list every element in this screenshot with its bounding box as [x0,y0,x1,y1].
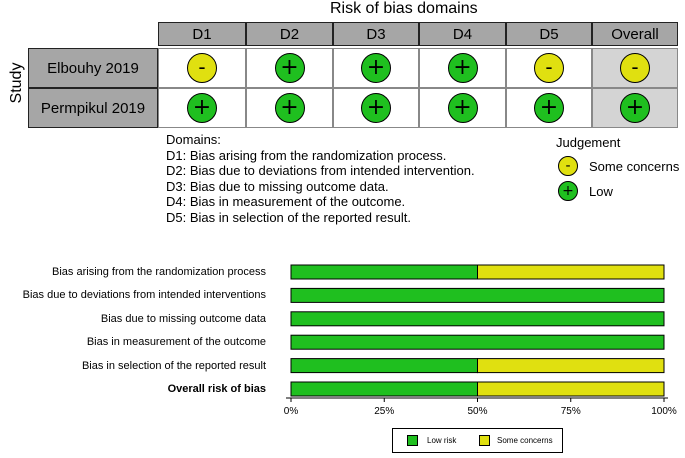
column-header-d2: D2 [246,22,333,46]
x-tick-label: 100% [651,406,677,417]
bar-segment-low-risk [290,287,665,303]
domain-d2: D2: Bias due to deviations from intended… [166,163,475,178]
low-risk-icon: + [447,53,478,83]
some-concerns-icon: - [187,53,217,83]
judgement-cell: + [333,88,419,128]
judgement-cell: + [158,88,246,128]
some-concerns-legend-icon: - [558,156,578,176]
bar-category-label: Bias due to missing outcome data [100,312,266,325]
judgement-cell: - [592,48,678,88]
judgement-cell: - [506,48,592,88]
some-concerns-bar-legend-label: Some concerns [497,436,553,445]
low-risk-icon: + [187,93,217,123]
some-concerns-icon: - [534,53,564,83]
low-legend-icon: + [558,181,578,201]
column-header-d1: D1 [158,22,246,46]
bar-category-label: Bias due to deviations from intended int… [22,289,266,302]
some-concerns-swatch [479,435,490,446]
some-concerns-icon: - [620,53,650,83]
study-row-label: Elbouhy 2019 [28,48,158,88]
bar-category-label: Bias in selection of the reported result [81,359,266,372]
judgement-title: Judgement [556,135,621,150]
low-risk-icon: + [447,93,478,123]
domains-legend: Domains: D1: Bias arising from the rando… [166,132,475,225]
domain-d3: D3: Bias due to missing outcome data. [166,178,389,194]
domains-title: Domains: [166,132,221,147]
bar-segment-some-concerns [477,358,665,374]
x-tick-label: 75% [560,406,581,417]
bar-segment-some-concerns [477,381,665,397]
low-risk-icon: + [274,53,305,83]
judgement-cell: + [419,48,506,88]
bar-legend: Low risk Some concerns [392,428,563,453]
bar-segment-low-risk [290,358,478,374]
column-header-d3: D3 [333,22,419,46]
bar-segment-low-risk [290,264,478,280]
study-row-label: Permpikul 2019 [28,88,158,128]
judgement-cell: + [506,88,592,128]
column-header-overall: Overall [592,22,678,46]
column-header-d5: D5 [506,22,592,46]
judgement-cell: + [246,88,333,128]
low-legend-label: Low [589,184,613,199]
domain-d1: D1: Bias arising from the randomization … [166,147,447,163]
low-risk-icon: + [534,93,564,123]
low-risk-swatch [407,435,418,446]
x-tick-label: 50% [467,406,488,417]
x-tick-label: 25% [374,406,395,417]
low-risk-icon: + [620,93,650,123]
judgement-cell: - [158,48,246,88]
bar-segment-low-risk [290,334,665,350]
domain-d4: D4: Bias in measurement of the outcome. [166,194,406,209]
low-risk-icon: + [361,93,391,123]
domain-d5: D5: Bias in selection of the reported re… [166,209,411,225]
bar-segment-some-concerns [477,264,665,280]
some-concerns-legend-label: Some concerns [589,159,680,174]
judgement-cell: + [246,48,333,88]
bar-category-label: Bias in measurement of the outcome [86,336,266,349]
judgement-cell: + [333,48,419,88]
low-risk-icon: + [274,93,305,123]
judgement-cell: + [419,88,506,128]
column-header-d4: D4 [419,22,506,46]
traffic-light-title: Risk of bias domains [330,0,478,17]
low-risk-icon: + [361,53,391,83]
judgement-cell: + [592,88,678,128]
bar-category-label: Overall risk of bias [167,383,266,395]
bar-segment-low-risk [290,311,665,327]
x-tick-label: 0% [283,406,299,417]
low-risk-legend-label: Low risk [427,436,457,445]
bar-segment-low-risk [290,381,478,397]
bar-category-label: Bias arising from the randomization proc… [52,266,266,278]
